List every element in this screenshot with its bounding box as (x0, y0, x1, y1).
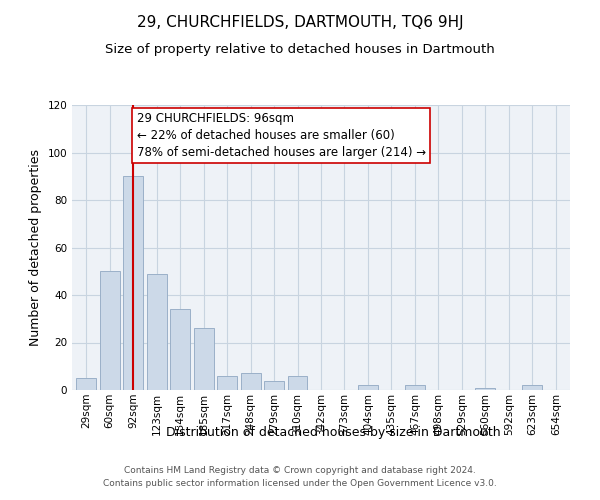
Y-axis label: Number of detached properties: Number of detached properties (29, 149, 42, 346)
Bar (287, 376, 307, 390)
Text: Contains HM Land Registry data © Crown copyright and database right 2024.
Contai: Contains HM Land Registry data © Crown c… (103, 466, 497, 487)
Text: Distribution of detached houses by size in Dartmouth: Distribution of detached houses by size … (166, 426, 500, 439)
Bar (100, 271, 119, 390)
Text: Size of property relative to detached houses in Dartmouth: Size of property relative to detached ho… (105, 42, 495, 56)
Bar (170, 309, 190, 390)
Text: 29 CHURCHFIELDS: 96sqm
← 22% of detached houses are smaller (60)
78% of semi-det: 29 CHURCHFIELDS: 96sqm ← 22% of detached… (137, 112, 426, 159)
Bar (264, 380, 284, 390)
Bar (123, 176, 143, 390)
Bar (217, 376, 237, 390)
Bar (76, 378, 96, 390)
Bar (241, 374, 260, 390)
Bar (405, 385, 425, 390)
Bar (358, 385, 378, 390)
Bar (194, 328, 214, 390)
Text: 29, CHURCHFIELDS, DARTMOUTH, TQ6 9HJ: 29, CHURCHFIELDS, DARTMOUTH, TQ6 9HJ (137, 15, 463, 30)
Bar (146, 274, 167, 390)
Bar (475, 388, 496, 390)
Bar (523, 385, 542, 390)
